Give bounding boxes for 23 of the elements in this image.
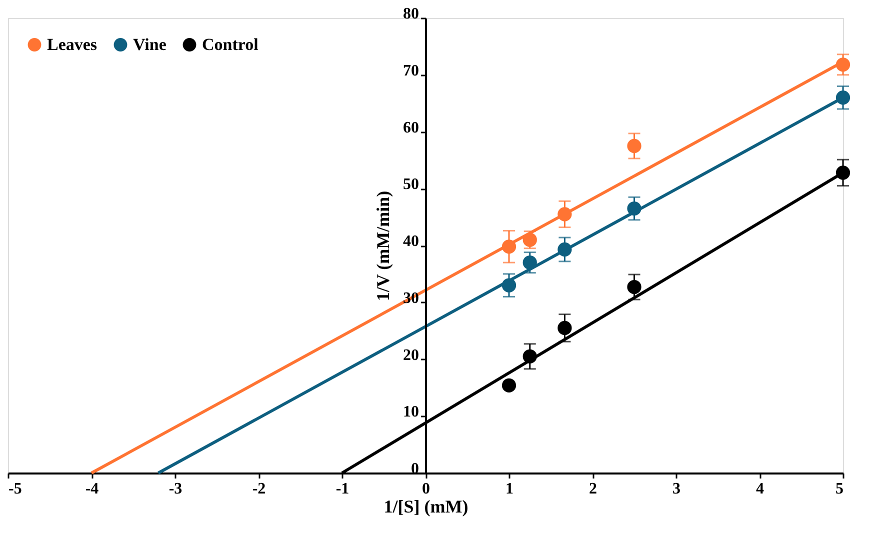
y-tick-label: 10 xyxy=(403,404,419,421)
legend-label: Vine xyxy=(133,34,167,54)
y-tick-label: 80 xyxy=(403,6,419,22)
y-tick-label: 60 xyxy=(403,119,419,136)
legend-label: Leaves xyxy=(47,34,98,54)
y-tick-label: 40 xyxy=(403,233,419,250)
x-tick-label: -4 xyxy=(85,480,99,498)
x-axis-title: 1/[S] (mM) xyxy=(384,496,468,516)
x-tick-label: 5 xyxy=(836,480,844,498)
legend-label: Control xyxy=(202,34,259,54)
x-tick-label: 3 xyxy=(672,480,680,498)
y-axis-title: 1/V (mM/min) xyxy=(373,190,393,302)
x-tick-label: 0 xyxy=(422,480,430,498)
x-tick-label: -1 xyxy=(336,480,350,498)
y-tick-label: 50 xyxy=(403,176,419,194)
x-tick-label: 2 xyxy=(589,480,597,498)
y-tick-label: 20 xyxy=(403,346,419,364)
x-tick-label: -2 xyxy=(252,480,266,498)
x-tick-label: 4 xyxy=(756,480,764,498)
y-tick-label: 70 xyxy=(403,62,419,80)
x-tick-label: -3 xyxy=(168,480,182,498)
x-tick-label: -5 xyxy=(8,480,22,498)
x-tick-label: 1 xyxy=(506,480,514,498)
